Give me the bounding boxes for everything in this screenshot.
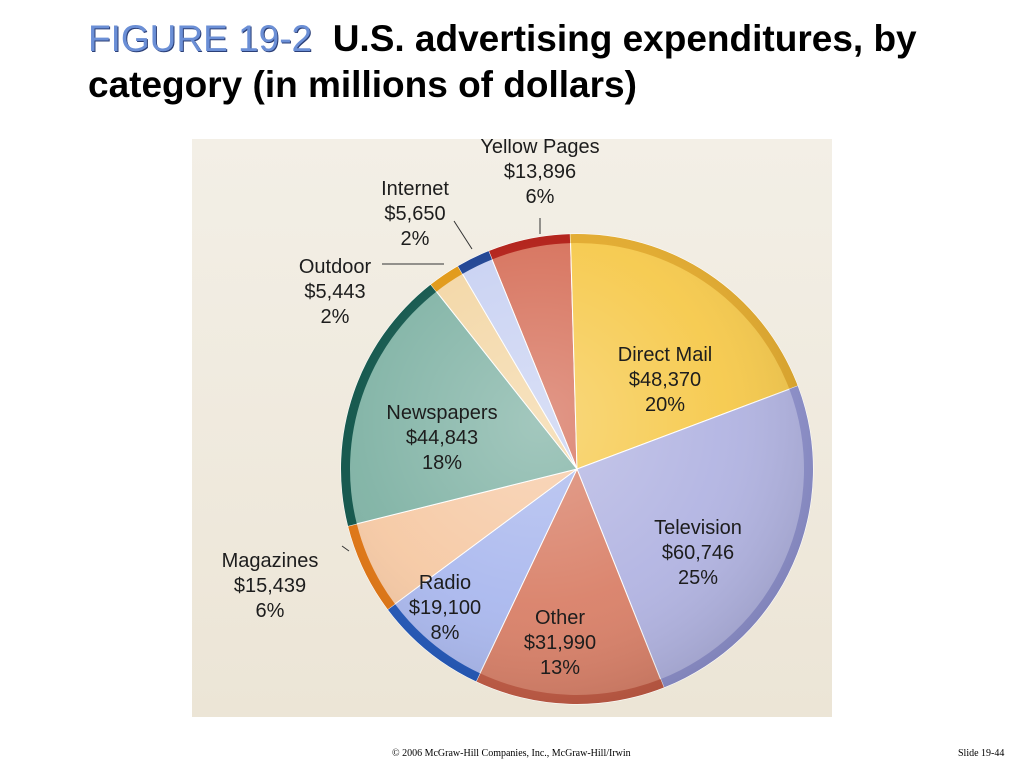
slice-percent-outdoor: 2% xyxy=(321,306,350,328)
slice-amount-other: $31,990 xyxy=(524,632,596,654)
leader-line-magazines xyxy=(341,545,350,552)
copyright-notice: © 2006 McGraw-Hill Companies, Inc., McGr… xyxy=(392,748,631,759)
slice-percent-magazines: 6% xyxy=(256,600,285,622)
data-label-television: Television $60,746 25% xyxy=(654,517,742,589)
slice-label-radio: Radio xyxy=(419,572,471,594)
slice-percent-television: 25% xyxy=(678,567,718,589)
slice-label-newspapers: Newspapers xyxy=(386,402,497,424)
slice-label-outdoor: Outdoor xyxy=(299,256,372,278)
slice-percent-other: 13% xyxy=(540,657,580,679)
slide-number: Slide 19-44 xyxy=(958,748,1005,759)
slice-percent-radio: 8% xyxy=(431,622,460,644)
data-label-internet: Internet $5,650 2% xyxy=(381,178,449,250)
figure-label: FIGURE 19-2 xyxy=(88,18,313,59)
slice-amount-television: $60,746 xyxy=(662,542,734,564)
slice-amount-newspapers: $44,843 xyxy=(406,427,478,449)
slice-label-direct-mail: Direct Mail xyxy=(618,344,712,366)
data-label-yellow-pages: Yellow Pages $13,896 6% xyxy=(480,139,599,208)
slice-percent-newspapers: 18% xyxy=(422,452,462,474)
data-label-radio: Radio $19,100 8% xyxy=(409,572,481,644)
slice-percent-internet: 2% xyxy=(401,228,430,250)
pie-chart: Yellow Pages $13,896 6% Direct Mail $48,370 2… xyxy=(222,139,814,705)
slice-label-magazines: Magazines xyxy=(222,550,319,572)
slice-label-yellow-pages: Yellow Pages xyxy=(480,139,599,158)
data-label-magazines: Magazines $15,439 6% xyxy=(222,550,319,622)
slice-amount-yellow-pages: $13,896 xyxy=(504,161,576,183)
slice-label-television: Television xyxy=(654,517,742,539)
slice-label-other: Other xyxy=(535,607,585,629)
data-label-other: Other $31,990 13% xyxy=(524,607,596,679)
slice-amount-direct-mail: $48,370 xyxy=(629,369,701,391)
data-label-direct-mail: Direct Mail $48,370 20% xyxy=(618,344,712,416)
slice-amount-outdoor: $5,443 xyxy=(304,281,365,303)
slice-percent-direct-mail: 20% xyxy=(645,394,685,416)
leader-line-internet xyxy=(453,220,473,250)
labels-layer: Yellow Pages $13,896 6% Direct Mail $48,370 2… xyxy=(222,139,742,679)
slice-amount-internet: $5,650 xyxy=(384,203,445,225)
slide-title: FIGURE 19-2 U.S. advertising expenditure… xyxy=(88,16,988,108)
slice-amount-radio: $19,100 xyxy=(409,597,481,619)
data-label-newspapers: Newspapers $44,843 18% xyxy=(386,402,497,474)
data-label-outdoor: Outdoor $5,443 2% xyxy=(299,256,372,328)
slice-label-internet: Internet xyxy=(381,178,449,200)
slice-percent-yellow-pages: 6% xyxy=(526,186,555,208)
leader-lines xyxy=(341,218,541,552)
title-text: U.S. advertising expenditures, by catego… xyxy=(88,18,917,105)
slice-amount-magazines: $15,439 xyxy=(234,575,306,597)
